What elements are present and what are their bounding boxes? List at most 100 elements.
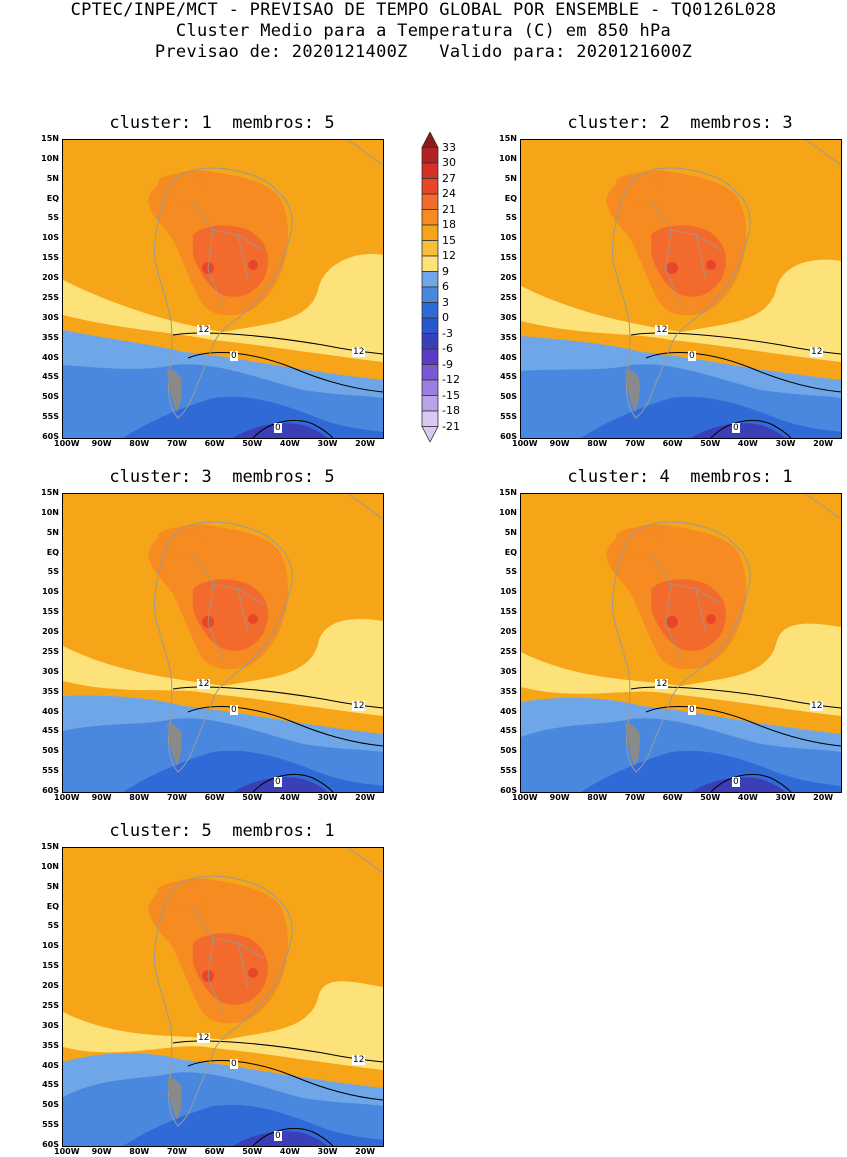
lat-tick-label: 5S [47, 567, 59, 577]
lon-tick-label: 40W [279, 439, 300, 448]
contour-label-12: 12 [197, 1033, 211, 1043]
lat-tick-label: 50S [42, 1100, 59, 1110]
coastline-africa [347, 140, 383, 166]
lon-tick-label: 30W [317, 1147, 338, 1156]
lat-tick-label: 5S [505, 213, 517, 223]
contour-label-12: 12 [352, 1055, 366, 1065]
lat-tick-label: 15S [500, 253, 517, 263]
lat-tick-label: 55S [42, 1120, 59, 1130]
colorbar-label: 15 [442, 233, 456, 247]
lon-tick-label: 30W [317, 793, 338, 802]
lon-tick-label: 90W [91, 793, 112, 802]
lon-tick-label: 30W [775, 439, 796, 448]
lat-tick-label: EQ [504, 547, 517, 557]
contour-label-12: 12 [352, 701, 366, 711]
colorbar-label: 30 [442, 156, 456, 169]
lon-tick-label: 20W [355, 439, 376, 448]
field-north-18-21 [158, 527, 205, 557]
lat-tick-label: 10S [500, 233, 517, 243]
lat-tick-label: 25S [500, 646, 517, 656]
field-9-12 [63, 618, 383, 716]
colorbar-label: -21 [442, 419, 460, 433]
header-line-2: Cluster Medio para a Temperatura (C) em … [175, 21, 672, 41]
field-9-12 [521, 623, 841, 716]
colorbar-segment [421, 255, 439, 272]
lon-tick-label: 20W [813, 439, 834, 448]
contour-label-0: 0 [274, 423, 282, 433]
lat-tick-label: 10N [41, 507, 59, 517]
colorbar-label: -12 [442, 373, 460, 386]
colorbar-label: 21 [442, 202, 456, 216]
field-north-18-21 [616, 173, 663, 203]
hotspot-24-27 [706, 614, 716, 624]
lon-tick-label: 80W [587, 793, 608, 802]
colorbar-label: 6 [442, 280, 449, 293]
panel-title: cluster: 2 membros: 3 [567, 113, 793, 133]
lon-tick-label: 60W [662, 439, 683, 448]
colorbar-bottom-triangle [421, 426, 439, 442]
hotspot-24-27 [666, 262, 678, 274]
colorbar-segment [421, 271, 439, 288]
contour-label-12: 12 [655, 325, 669, 335]
lat-tick-label: 55S [42, 412, 59, 422]
colorbar-segment [421, 178, 439, 195]
patagonia-terrain [167, 723, 182, 766]
field-neg3-0 [123, 396, 383, 438]
lon-tick-label: 20W [813, 793, 834, 802]
coastline-africa [347, 494, 383, 520]
field-north-18-21 [158, 881, 205, 911]
lat-tick-label: 10S [42, 941, 59, 951]
lat-tick-label: 20S [42, 273, 59, 283]
colorbar: 33 30 27 24 21 18 15 12 9 6 3 0 -3 -6 -9 -12 -15 -18 -21 [420, 132, 480, 442]
lat-tick-label: 45S [500, 726, 517, 736]
lon-tick-label: 50W [700, 439, 721, 448]
lon-tick-label: 50W [700, 793, 721, 802]
lat-tick-label: 30S [42, 312, 59, 322]
field-neg3-0 [581, 396, 841, 438]
lat-tick-label: 15N [41, 842, 59, 851]
contour-0-south [710, 420, 792, 438]
lon-tick-label: 60W [662, 793, 683, 802]
coastline-africa [347, 848, 383, 874]
lat-tick-label: 50S [42, 392, 59, 402]
lon-tick-label: 70W [166, 439, 187, 448]
panel-title: cluster: 4 membros: 1 [567, 467, 793, 487]
lat-tick-label: 20S [500, 627, 517, 637]
colorbar-label: 0 [442, 311, 449, 324]
colorbar-label: -3 [442, 326, 453, 340]
header-line-1: CPTEC/INPE/MCT - PREVISAO DE TEMPO GLOBA… [70, 0, 777, 20]
lat-tick-label: 10S [500, 587, 517, 597]
field-neg3-0 [581, 750, 841, 792]
temperature-map [62, 139, 384, 439]
contour-label-0: 0 [732, 423, 740, 433]
colorbar-label: 9 [442, 264, 449, 278]
coastline-south-america [154, 875, 293, 1127]
contour-label-0: 0 [688, 705, 696, 715]
lat-tick-label: 30S [500, 666, 517, 676]
country-borders [650, 199, 722, 306]
lat-tick-label: 25S [42, 646, 59, 656]
temperature-map [62, 847, 384, 1147]
contour-label-0: 0 [230, 705, 238, 715]
lat-tick-label: 40S [500, 706, 517, 716]
contour-0 [187, 1060, 383, 1101]
lon-tick-label: 80W [129, 439, 150, 448]
lat-tick-label: 50S [42, 746, 59, 756]
lat-tick-label: 15S [500, 607, 517, 617]
temperature-map [62, 493, 384, 793]
lat-tick-label: 5S [47, 213, 59, 223]
lat-tick-label: 45S [42, 726, 59, 736]
country-borders [192, 553, 264, 660]
country-borders [192, 199, 264, 306]
lat-tick-label: 45S [42, 1080, 59, 1090]
colorbar-label: 12 [442, 249, 456, 262]
field-north-18-21 [616, 527, 663, 557]
contour-0 [645, 706, 841, 747]
contour-label-0: 0 [688, 351, 696, 361]
lat-tick-label: 15S [42, 961, 59, 971]
lon-tick-label: 100W [54, 1147, 80, 1156]
coastline-south-america [154, 167, 293, 419]
contour-label-0: 0 [274, 1131, 282, 1141]
lon-tick-label: 90W [91, 439, 112, 448]
lon-tick-label: 100W [54, 793, 80, 802]
